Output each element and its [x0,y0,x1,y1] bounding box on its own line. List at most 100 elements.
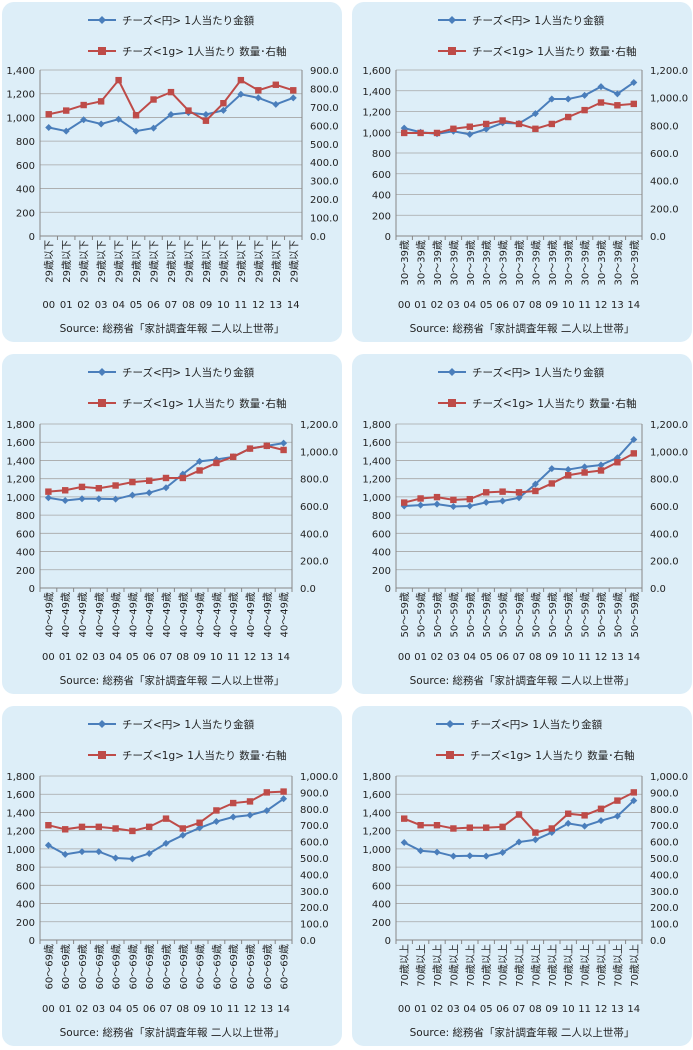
left-tick-label: 600 [16,529,35,540]
legend-marker-diamond [448,16,456,24]
data-point-yen [597,817,605,825]
left-tick-label: 1,200 [6,827,35,838]
data-point-grams [237,76,245,84]
right-tick-label: 900.0 [310,66,339,77]
data-point-grams [515,811,523,818]
left-tick-label: 200 [16,566,35,577]
x-year-label: 03 [92,1004,105,1015]
data-point-yen [272,100,280,108]
data-point-grams [433,129,441,137]
x-category-label: 29歳以下 [149,240,161,283]
x-category-label: 60～69歳 [94,944,106,989]
data-point-grams [499,117,506,124]
x-year-label: 05 [126,1004,139,1015]
data-point-grams [483,824,490,831]
data-point-yen [581,822,589,830]
x-year-label: 01 [60,300,73,311]
x-year-label: 02 [431,300,444,311]
x-category-label: 29歳以下 [218,240,230,283]
data-point-grams [466,123,473,130]
data-point-yen [61,850,69,858]
x-year-label: 07 [160,652,173,663]
left-tick-label: 1,200 [6,475,35,486]
x-category-label: 30～39歳 [481,240,493,285]
data-point-yen [466,130,474,138]
x-category-label: 40～49歳 [127,592,139,637]
left-tick-label: 800 [372,863,391,874]
data-point-grams [150,96,157,103]
data-point-yen [466,852,474,860]
x-category-label: 60～69歳 [127,944,139,989]
x-year-label: 10 [562,300,575,311]
data-point-yen [115,115,123,123]
data-point-grams [63,107,70,114]
x-year-label: 13 [611,1004,624,1015]
x-category-label: 40～49歳 [262,592,274,637]
x-year-label: 03 [447,652,460,663]
data-point-yen [531,110,539,118]
left-tick-label: 1,000 [6,113,35,124]
data-point-grams [112,825,119,832]
data-point-grams [548,480,555,487]
chart-panel-29: チーズ<円> 1人当たり金額 チーズ<1g> 1人当たり 数量･右軸 0 200 400… [2,2,342,342]
x-category-label: 70歳以上 [530,944,542,987]
x-category-label: 50～59歳 [514,592,526,637]
data-point-grams [417,495,424,502]
right-tick-label: 1,000.0 [300,447,338,458]
data-point-grams [515,120,523,128]
left-tick-label: 1,600 [6,790,35,801]
right-tick-label: 0.0 [650,232,666,243]
x-year-label: 08 [182,300,195,311]
right-tick-label: 300.0 [650,887,679,898]
data-point-yen [515,838,523,846]
data-point-grams [272,81,279,88]
x-year-label: 13 [611,652,624,663]
x-year-label: 11 [578,652,591,663]
x-category-label: 70歳以上 [547,944,559,987]
data-point-grams [483,489,490,496]
data-point-grams [255,87,262,94]
left-tick-label: 0 [385,936,391,947]
x-category-label: 40～49歳 [279,592,291,637]
x-year-label: 13 [260,1004,273,1015]
data-point-grams [597,805,605,812]
right-tick-label: 800.0 [310,84,339,95]
x-category-label: 29歳以下 [114,240,126,283]
data-point-yen [482,125,490,133]
x-year-label: 04 [109,1004,122,1015]
data-point-grams [80,101,87,109]
legend-marker-square [98,751,106,759]
legend-marker-diamond [448,368,456,376]
data-point-yen [254,94,262,102]
right-tick-label: 700.0 [310,103,339,114]
x-year-label: 10 [210,652,223,663]
x-category-label: 30～39歳 [432,240,444,285]
legend-label: チーズ<円> 1人当たり金額 [470,718,603,731]
data-point-grams [565,113,572,121]
x-year-label: 00 [42,652,55,663]
data-point-grams [614,797,621,804]
source-note: Source: 総務省「家計調査年報 二人以上世帯」 [410,1026,635,1039]
data-point-grams [45,822,52,829]
x-category-label: 40～49歳 [178,592,190,637]
x-year-label: 05 [126,652,139,663]
data-point-yen [597,461,605,469]
data-point-yen [449,502,457,510]
x-category-label: 30～39歳 [580,240,592,285]
right-tick-label: 700.0 [300,821,329,832]
data-point-grams [132,111,140,119]
x-year-label: 14 [287,300,300,311]
data-point-grams [630,100,637,108]
data-point-grams [532,487,539,495]
data-point-yen [400,839,408,847]
data-point-yen [196,824,204,832]
right-tick-label: 500.0 [300,854,329,865]
legend-label: チーズ<1g> 1人当たり 数量･右軸 [122,45,287,58]
x-year-label: 00 [398,300,411,311]
data-point-yen [417,501,425,509]
x-category-label: 40～49歳 [111,592,123,637]
left-tick-label: 1,000 [6,845,35,856]
x-year-label: 04 [463,652,476,663]
left-tick-label: 1,600 [362,66,391,77]
